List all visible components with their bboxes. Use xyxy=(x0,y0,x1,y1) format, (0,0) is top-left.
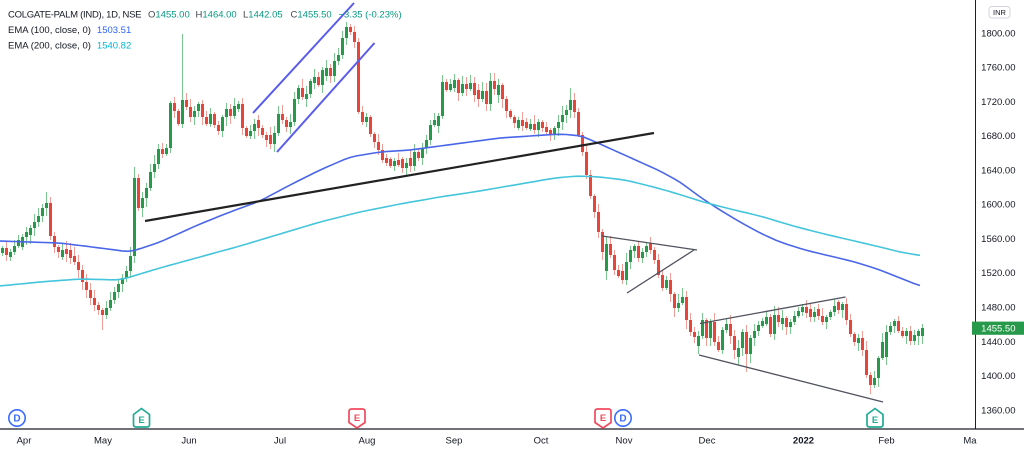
svg-text:D: D xyxy=(13,414,20,425)
svg-text:Ma: Ma xyxy=(963,436,977,447)
svg-text:COLGATE-PALM (IND), 1D, NSE: COLGATE-PALM (IND), 1D, NSE xyxy=(8,9,142,20)
svg-text:L1442.05: L1442.05 xyxy=(243,9,283,20)
svg-text:Oct: Oct xyxy=(534,436,549,447)
svg-text:1480.00: 1480.00 xyxy=(981,303,1015,314)
svg-text:Nov: Nov xyxy=(616,436,633,447)
svg-text:2022: 2022 xyxy=(793,436,814,447)
svg-text:EMA (100, close, 0)1503.51: EMA (100, close, 0) 1503.51 xyxy=(8,25,131,36)
svg-text:E: E xyxy=(600,413,606,424)
svg-text:E: E xyxy=(138,415,144,426)
svg-text:1360.00: 1360.00 xyxy=(981,405,1015,416)
svg-text:E: E xyxy=(354,413,360,424)
svg-text:1800.00: 1800.00 xyxy=(981,28,1015,39)
svg-text:1440.00: 1440.00 xyxy=(981,337,1015,348)
svg-text:1640.00: 1640.00 xyxy=(981,165,1015,176)
svg-text:INR: INR xyxy=(993,8,1007,17)
svg-text:Feb: Feb xyxy=(878,436,894,447)
svg-text:1720.00: 1720.00 xyxy=(981,97,1015,108)
svg-text:1760.00: 1760.00 xyxy=(981,63,1015,74)
svg-text:1600.00: 1600.00 xyxy=(981,200,1015,211)
svg-text:1520.00: 1520.00 xyxy=(981,268,1015,279)
svg-text:May: May xyxy=(94,436,112,447)
svg-text:E: E xyxy=(872,415,878,426)
svg-text:Jul: Jul xyxy=(274,436,286,447)
svg-text:D: D xyxy=(619,414,626,425)
svg-text:Aug: Aug xyxy=(359,436,376,447)
svg-text:H1464.00: H1464.00 xyxy=(196,9,237,20)
svg-text:Dec: Dec xyxy=(699,436,716,447)
svg-text:Sep: Sep xyxy=(446,436,463,447)
svg-text:1400.00: 1400.00 xyxy=(981,371,1015,382)
svg-text:Jun: Jun xyxy=(181,436,196,447)
svg-text:Apr: Apr xyxy=(17,436,32,447)
svg-text:EMA (200, close, 0)1540.82: EMA (200, close, 0) 1540.82 xyxy=(8,40,131,51)
svg-text:O1455.00: O1455.00 xyxy=(148,9,190,20)
svg-text:1455.50: 1455.50 xyxy=(981,324,1015,335)
svg-text:C1455.50: C1455.50 xyxy=(291,9,332,20)
svg-text:1560.00: 1560.00 xyxy=(981,234,1015,245)
svg-text:−3.35 (-0.23%): −3.35 (-0.23%) xyxy=(339,9,402,20)
svg-text:1680.00: 1680.00 xyxy=(981,131,1015,142)
